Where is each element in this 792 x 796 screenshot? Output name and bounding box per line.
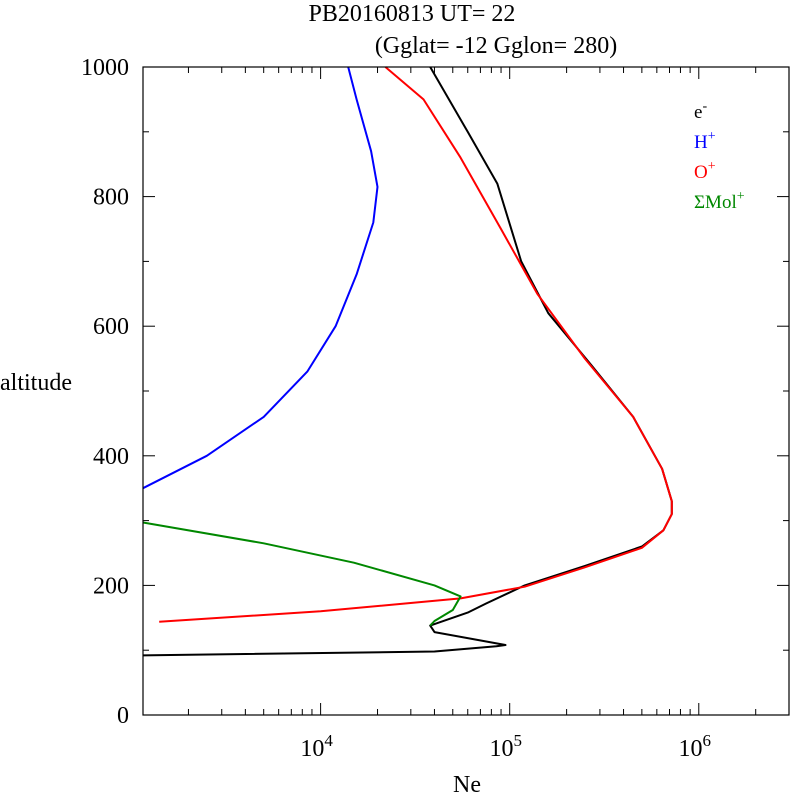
y-tick-label: 600	[93, 314, 129, 340]
chart-title-line1: PB20160813 UT= 22	[309, 1, 516, 27]
y-tick-label: 200	[93, 573, 129, 599]
tick-layer: 0 200 400 600 800 1000 104 105 106	[81, 55, 790, 762]
legend: e- H+ O+ ΣMol+	[694, 99, 745, 213]
series-line-hydrogen	[142, 66, 379, 490]
y-axis-label: altitude	[0, 370, 72, 396]
legend-entry-oxygen: O+	[694, 159, 716, 183]
series-line-molecular	[142, 521, 462, 627]
y-tick-label: 1000	[81, 55, 129, 81]
x-tick-label: 106	[679, 731, 712, 762]
series-layer	[142, 66, 673, 657]
plot-frame	[142, 66, 790, 716]
y-tick-label: 0	[117, 703, 129, 729]
series-line-oxygen	[159, 66, 673, 623]
y-tick-label: 400	[93, 444, 129, 470]
legend-entry-molecular: ΣMol+	[694, 189, 745, 213]
legend-entry-hydrogen: H+	[694, 129, 716, 153]
series-line-electron	[142, 66, 673, 657]
chart-title-line2: (Gglat= -12 Gglon= 280)	[375, 33, 617, 59]
x-axis-label: Ne	[453, 772, 481, 796]
legend-entry-electron: e-	[694, 99, 707, 123]
x-tick-label: 105	[489, 731, 522, 762]
x-tick-label: 104	[300, 731, 333, 762]
y-tick-label: 800	[93, 185, 129, 211]
